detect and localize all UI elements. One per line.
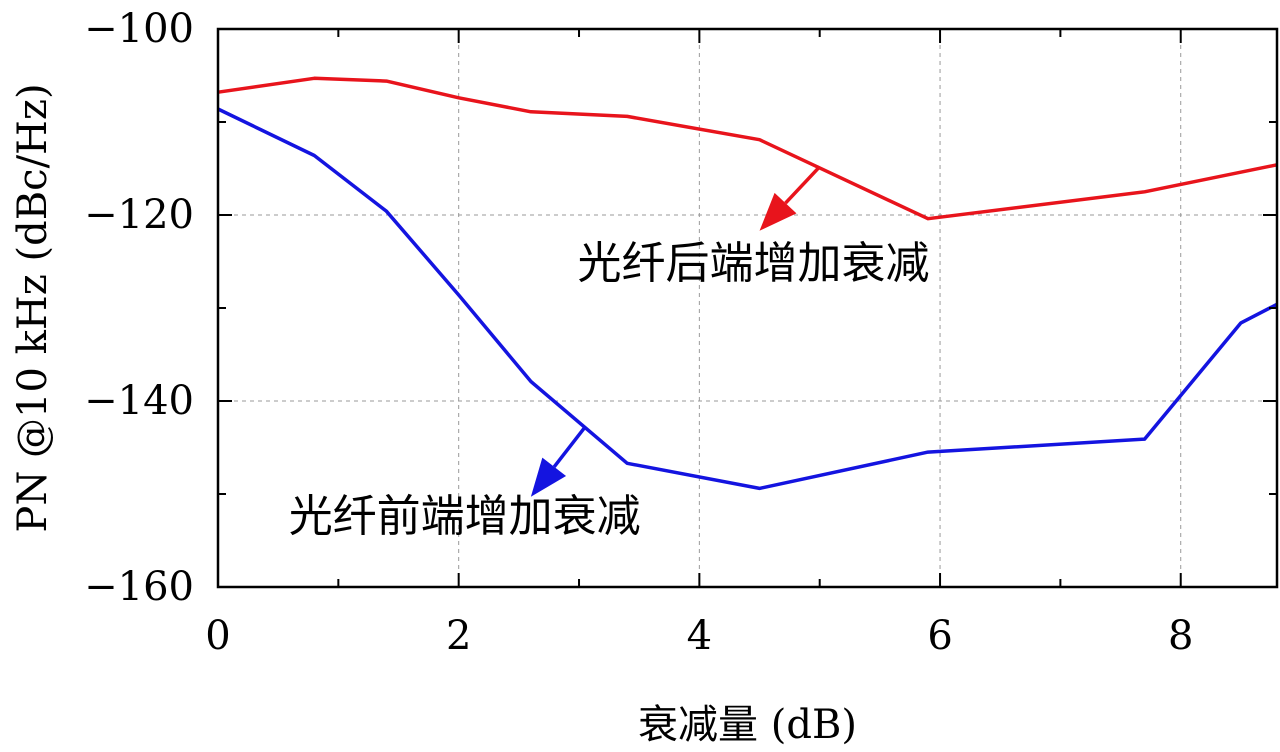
series-line-1 (217, 76, 1278, 221)
x-tick-label: 2 (446, 613, 471, 659)
grid (218, 29, 1277, 587)
y-tick-label: −120 (84, 192, 194, 238)
y-tick-label: −100 (84, 6, 194, 52)
x-axis-title: 衰减量 (dB) (638, 702, 857, 748)
x-tick-label: 0 (205, 613, 230, 659)
annotation-arrow-shaft (552, 425, 587, 468)
annotation-label-1: 光纤后端增加衰减 (578, 238, 930, 289)
annotation-arrow-head (759, 192, 797, 231)
y-tick-label: −160 (84, 564, 194, 610)
annotation-arrow-head (530, 457, 567, 497)
y-tick-label: −140 (84, 378, 194, 424)
ticks: 0 2 4 6 8 −160 −140 −120 −100 (84, 6, 1277, 659)
annotation-arrow-shaft (784, 165, 821, 205)
series-line-2 (217, 107, 1278, 491)
x-tick-label: 4 (687, 613, 712, 659)
x-tick-label: 6 (927, 613, 952, 659)
y-axis-title: PN @10 kHz (dBc/Hz) (10, 83, 56, 532)
series-lines (217, 76, 1278, 491)
annotation-label-2: 光纤前端增加衰减 (289, 491, 641, 542)
x-tick-label: 8 (1168, 613, 1193, 659)
